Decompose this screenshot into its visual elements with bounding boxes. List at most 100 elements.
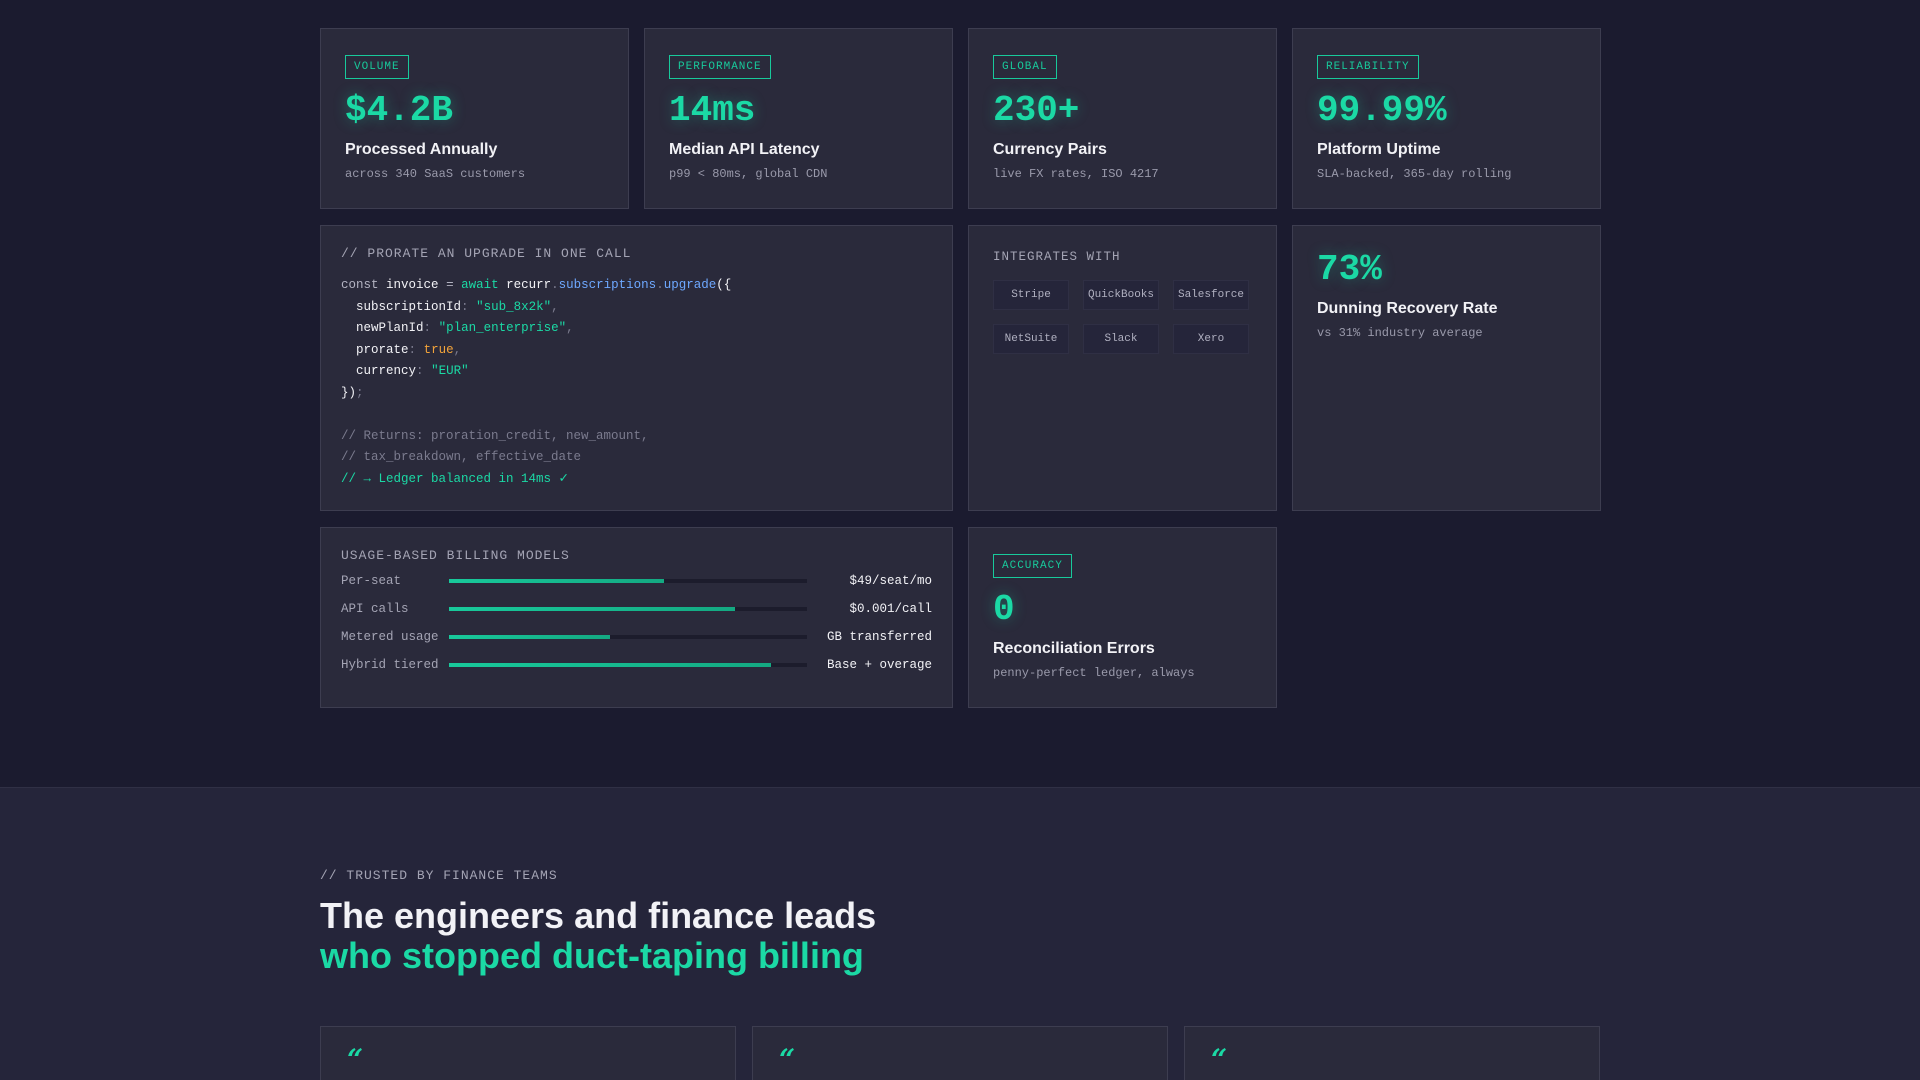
stat-subtitle: live FX rates, ISO 4217: [993, 167, 1159, 181]
integration-chip-slack[interactable]: Slack: [1083, 324, 1159, 354]
billing-bar-fill: [449, 635, 611, 639]
code-token: subscriptionId: [356, 299, 462, 314]
code-token: ,: [453, 342, 462, 357]
testimonial-card: “: [752, 1026, 1168, 1080]
code-label: // PRORATE AN UPGRADE IN ONE CALL: [341, 246, 632, 261]
billing-model-name: Metered usage: [341, 630, 439, 644]
heading-line-2: who stopped duct-taping billing: [320, 935, 864, 976]
code-token: subscriptions: [558, 278, 657, 292]
stat-title: Median API Latency: [669, 141, 820, 158]
stat-tag: VOLUME: [345, 55, 409, 79]
stat-title: Currency Pairs: [993, 141, 1107, 158]
code-line-blank: [341, 404, 932, 426]
billing-bar-fill: [449, 579, 664, 583]
testimonial-card: “: [320, 1026, 736, 1080]
integrations-label: INTEGRATES WITH: [993, 250, 1121, 264]
code-token: ,: [566, 321, 574, 335]
stat-value: 73%: [1317, 249, 1382, 290]
code-token: .: [551, 278, 559, 292]
code-token: currency: [356, 364, 417, 378]
code-token: }): [341, 385, 357, 400]
billing-bar-fill: [449, 663, 772, 667]
code-token: :: [423, 321, 432, 335]
billing-model-price: Base + overage: [826, 658, 932, 672]
code-token: invoice: [386, 278, 439, 292]
billing-bar-track: [449, 635, 807, 639]
integration-chip-netsuite[interactable]: NetSuite: [993, 324, 1069, 354]
billing-rows: Per-seat $49/seat/mo API calls $0.001/ca…: [341, 567, 932, 679]
integrations-grid: Stripe QuickBooks Salesforce NetSuite Sl…: [993, 280, 1252, 354]
code-line-2: subscriptionId: "sub_8x2k",: [341, 297, 932, 319]
stat-subtitle: across 340 SaaS customers: [345, 167, 526, 181]
code-token: .: [656, 278, 664, 292]
stat-subtitle: SLA-backed, 365-day rolling: [1317, 167, 1512, 181]
code-token: upgrade: [663, 278, 717, 292]
stat-tag: PERFORMANCE: [669, 55, 771, 79]
stat-value: $4.2B: [345, 90, 454, 131]
stat-subtitle: penny-perfect ledger, always: [993, 666, 1195, 680]
stat-subtitle: p99 < 80ms, global CDN: [669, 167, 828, 181]
code-token: :: [416, 364, 424, 378]
stat-subtitle: vs 31% industry average: [1317, 326, 1483, 340]
code-token: ,: [551, 299, 559, 314]
code-token: newPlanId: [356, 321, 424, 335]
code-token: :: [461, 299, 469, 314]
stat-title: Dunning Recovery Rate: [1317, 300, 1498, 317]
stat-card-volume: VOLUME $4.2B Processed Annually across 3…: [320, 28, 629, 209]
integration-chip-xero[interactable]: Xero: [1173, 324, 1249, 354]
code-token: prorate: [356, 342, 409, 357]
quote-icon: “: [347, 1043, 364, 1076]
billing-label: USAGE-BASED BILLING MODELS: [341, 548, 570, 563]
code-line-6: });: [341, 383, 932, 405]
heading-line-1: The engineers and finance leads: [320, 895, 877, 936]
stat-card-reliability: RELIABILITY 99.99% Platform Uptime SLA-b…: [1292, 28, 1601, 209]
code-token: true: [423, 342, 454, 357]
quote-icon: “: [1211, 1043, 1228, 1076]
billing-bar-track: [449, 579, 807, 583]
code-token: :: [408, 342, 417, 357]
code-token: "plan_enterprise": [438, 321, 567, 335]
code-token: recurr: [506, 278, 552, 292]
code-token: const: [341, 278, 379, 292]
stat-card-accuracy: ACCURACY 0 Reconciliation Errors penny-p…: [968, 527, 1277, 708]
code-comment-success: // → Ledger balanced in 14ms ✓: [341, 471, 570, 486]
stat-value: 99.99%: [1317, 90, 1447, 131]
integration-chip-quickbooks[interactable]: QuickBooks: [1083, 280, 1159, 310]
stat-value: 0: [993, 589, 1015, 630]
stat-value: 14ms: [669, 90, 756, 131]
billing-model-name: API calls: [341, 602, 409, 616]
stat-value: 230+: [993, 90, 1080, 131]
stat-title: Processed Annually: [345, 141, 498, 158]
code-token: ;: [356, 385, 364, 400]
stat-tag: ACCURACY: [993, 554, 1072, 578]
stat-title: Reconciliation Errors: [993, 640, 1155, 657]
billing-row: Per-seat $49/seat/mo: [341, 567, 932, 595]
code-token: await: [461, 278, 499, 292]
code-line-1: const invoice = await recurr.subscriptio…: [341, 275, 932, 297]
stat-tag: RELIABILITY: [1317, 55, 1419, 79]
billing-model-name: Per-seat: [341, 574, 402, 588]
billing-row: API calls $0.001/call: [341, 595, 932, 623]
integrations-card: INTEGRATES WITH Stripe QuickBooks Salesf…: [968, 225, 1277, 511]
quote-icon: “: [779, 1043, 796, 1076]
testimonial-card: “: [1184, 1026, 1600, 1080]
code-line-5: currency: "EUR": [341, 361, 932, 383]
billing-models-card: USAGE-BASED BILLING MODELS Per-seat $49/…: [320, 527, 953, 708]
code-comment: // tax_breakdown, effective_date: [341, 450, 582, 464]
code-token: =: [446, 278, 454, 292]
code-token: ({: [716, 278, 732, 292]
code-token: "sub_8x2k": [476, 299, 552, 314]
testimonials-label: // TRUSTED BY FINANCE TEAMS: [320, 868, 558, 883]
code-token: "EUR": [431, 364, 469, 378]
billing-bar-track: [449, 607, 807, 611]
billing-bar-track: [449, 663, 807, 667]
billing-row: Hybrid tiered Base + overage: [341, 651, 932, 679]
integration-chip-stripe[interactable]: Stripe: [993, 280, 1069, 310]
billing-model-price: $0.001/call: [849, 602, 932, 616]
code-block: const invoice = await recurr.subscriptio…: [341, 275, 932, 490]
stat-card-global: GLOBAL 230+ Currency Pairs live FX rates…: [968, 28, 1277, 209]
code-comment: // Returns: proration_credit, new_amount…: [341, 428, 649, 443]
billing-row: Metered usage GB transferred: [341, 623, 932, 651]
billing-bar-fill: [449, 607, 736, 611]
integration-chip-salesforce[interactable]: Salesforce: [1173, 280, 1249, 310]
